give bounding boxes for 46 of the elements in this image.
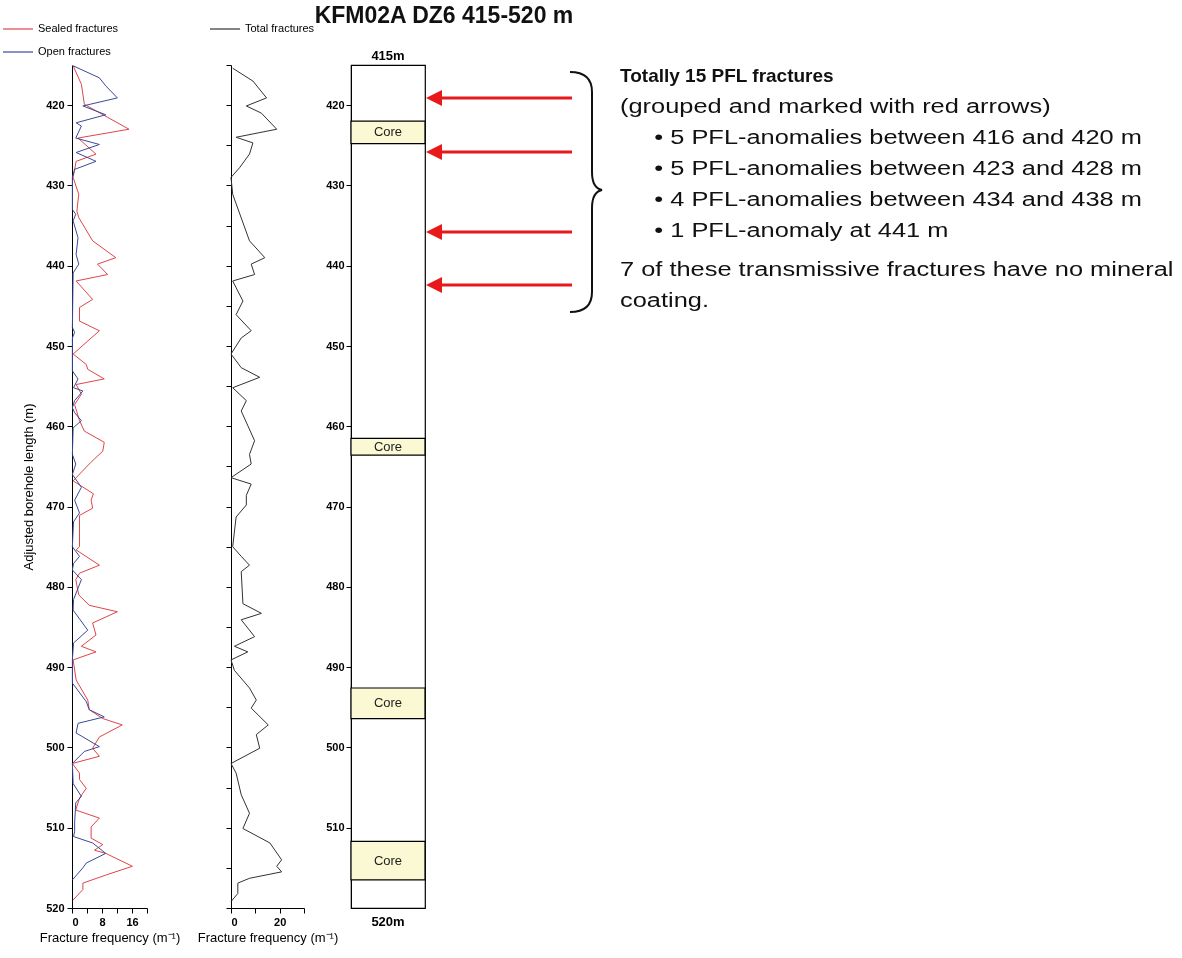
y-tick-label: 520 bbox=[46, 901, 65, 914]
legend-label: Total fractures bbox=[245, 22, 315, 34]
x-axis-title: Fracture frequency (m⁻¹) bbox=[197, 929, 339, 945]
annotation: • 1 PFL-anomaly at 441 m bbox=[653, 218, 950, 243]
x-tick-label: 16 bbox=[126, 915, 139, 928]
y-tick-label: 440 bbox=[326, 259, 345, 272]
legend-label: Open fractures bbox=[38, 45, 112, 57]
data-label: Core bbox=[373, 852, 403, 868]
x-tick-label: 0 bbox=[72, 915, 79, 928]
y-tick-label: 470 bbox=[326, 500, 345, 513]
data-label: Core bbox=[373, 124, 403, 140]
y-tick-label: 490 bbox=[326, 660, 345, 673]
legend-label: Sealed fractures bbox=[38, 22, 119, 34]
y-tick-label: 500 bbox=[326, 740, 345, 753]
text: Totally 15 PFL fractures bbox=[620, 64, 835, 88]
x-axis-title: Fracture frequency (m⁻¹) bbox=[39, 929, 181, 945]
y-tick-label: 460 bbox=[46, 419, 65, 432]
annotation: 7 of these transmissive fractures have no mineral coating. bbox=[620, 257, 1175, 313]
y-tick-label: 500 bbox=[46, 740, 65, 753]
annotation: • 5 PFL-anomalies between 423 and 428 m bbox=[653, 156, 1143, 181]
x-tick-label: 8 bbox=[99, 915, 106, 928]
y-tick-label: 450 bbox=[326, 339, 345, 352]
data-label: Core bbox=[373, 438, 403, 454]
chart-title: KFM02A DZ6 415-520 m bbox=[314, 2, 574, 28]
text: 415m bbox=[371, 48, 405, 63]
text: 520m bbox=[371, 914, 405, 929]
y-tick-label: 430 bbox=[46, 178, 65, 191]
y-tick-label: 430 bbox=[326, 178, 345, 191]
y-tick-label: 450 bbox=[46, 339, 65, 352]
y-tick-label: 460 bbox=[326, 419, 345, 432]
x-tick-label: 20 bbox=[274, 915, 287, 928]
y-tick-label: 480 bbox=[46, 580, 65, 593]
y-tick-label: 510 bbox=[46, 821, 65, 834]
y-tick-label: 420 bbox=[46, 98, 65, 111]
data-label: Core bbox=[373, 695, 403, 711]
y-tick-label: 440 bbox=[46, 259, 65, 272]
annotation: • 5 PFL-anomalies between 416 and 420 m bbox=[653, 125, 1143, 150]
y-tick-label: 420 bbox=[326, 98, 345, 111]
x-tick-label: 0 bbox=[231, 915, 238, 928]
y-tick-label: 480 bbox=[326, 580, 345, 593]
y-tick-label: 470 bbox=[46, 500, 65, 513]
y-tick-label: 510 bbox=[326, 821, 345, 834]
annotation: • 4 PFL-anomalies between 434 and 438 m bbox=[653, 187, 1143, 212]
y-axis-title: Adjusted borehole length (m) bbox=[21, 403, 37, 571]
annotation: (grouped and marked with red arrows) bbox=[620, 94, 1052, 119]
y-tick-label: 490 bbox=[46, 660, 65, 673]
